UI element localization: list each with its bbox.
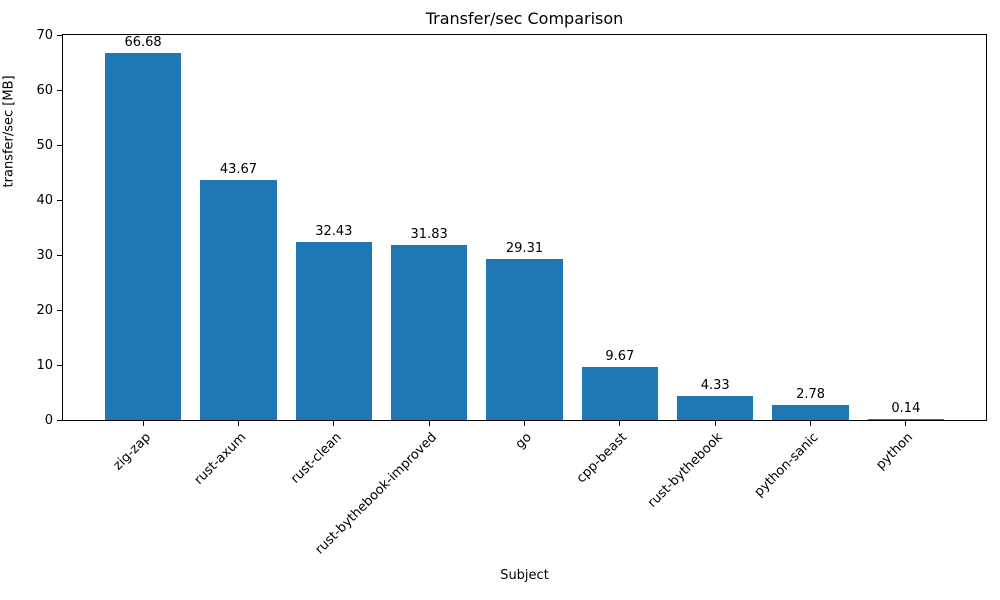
bar-value-label: 2.78 [796, 386, 826, 402]
bar [677, 396, 754, 420]
bar-value-label: 31.83 [410, 226, 448, 242]
bar-value-label: 29.31 [505, 240, 544, 256]
y-axis-label: transfer/sec [MB] [1, 75, 17, 188]
x-tick-mark [142, 421, 144, 426]
bar [391, 244, 468, 420]
bar-value-label: 66.68 [124, 35, 162, 51]
x-tick-mark [524, 421, 525, 426]
y-tick-mark [57, 199, 62, 201]
y-tick-mark [57, 419, 62, 421]
y-tick-label: 10 [36, 357, 53, 373]
bar [486, 258, 563, 420]
bar-value-label: 9.67 [605, 348, 635, 364]
x-tick-mark [810, 421, 812, 426]
x-tick-label: go [513, 430, 536, 453]
x-tick-label: python [873, 430, 917, 473]
y-tick-mark [57, 364, 62, 366]
x-tick-mark [905, 421, 907, 426]
x-tick-label: rust-clean [287, 430, 345, 487]
x-tick-label: cpp-beast [574, 430, 631, 487]
x-tick-label: python-sanic [751, 430, 822, 500]
y-tick-label: 50 [36, 137, 53, 153]
bar [200, 179, 277, 420]
bar [867, 419, 945, 420]
x-tick-label: rust-bythebook [645, 430, 726, 511]
x-tick-mark [619, 421, 621, 426]
bar-value-label: 32.43 [315, 223, 353, 239]
y-tick-label: 30 [36, 247, 53, 263]
bar [295, 241, 372, 420]
x-tick-label: zig-zap [110, 430, 154, 474]
bar-value-label: 43.67 [219, 161, 258, 177]
y-tick-label: 40 [36, 192, 53, 208]
x-axis-label: Subject [500, 568, 549, 583]
y-tick-mark [57, 309, 62, 311]
bar-value-label: 4.33 [700, 378, 730, 394]
y-tick-label: 0 [44, 412, 53, 428]
x-tick-mark [428, 421, 430, 426]
y-tick-mark [57, 89, 62, 91]
x-tick-label: rust-axum [191, 430, 250, 488]
bar [772, 404, 849, 420]
x-tick-mark [237, 421, 239, 426]
chart-title: Transfer/sec Comparison [425, 9, 624, 28]
y-tick-label: 70 [36, 27, 53, 43]
y-tick-mark [57, 34, 62, 36]
y-tick-mark [57, 254, 62, 256]
bar [581, 366, 658, 420]
y-tick-label: 60 [36, 82, 53, 98]
x-tick-mark [714, 421, 716, 426]
y-tick-mark [57, 144, 62, 146]
y-tick-label: 20 [36, 302, 53, 318]
plot-area: 0 10 20 30 40 50 60 70 66.68 zig-zap 43.67 rust-axu… [36, 29, 987, 557]
x-tick-mark [333, 421, 335, 426]
bar [104, 53, 182, 420]
bar-value-label: 0.14 [891, 401, 921, 416]
